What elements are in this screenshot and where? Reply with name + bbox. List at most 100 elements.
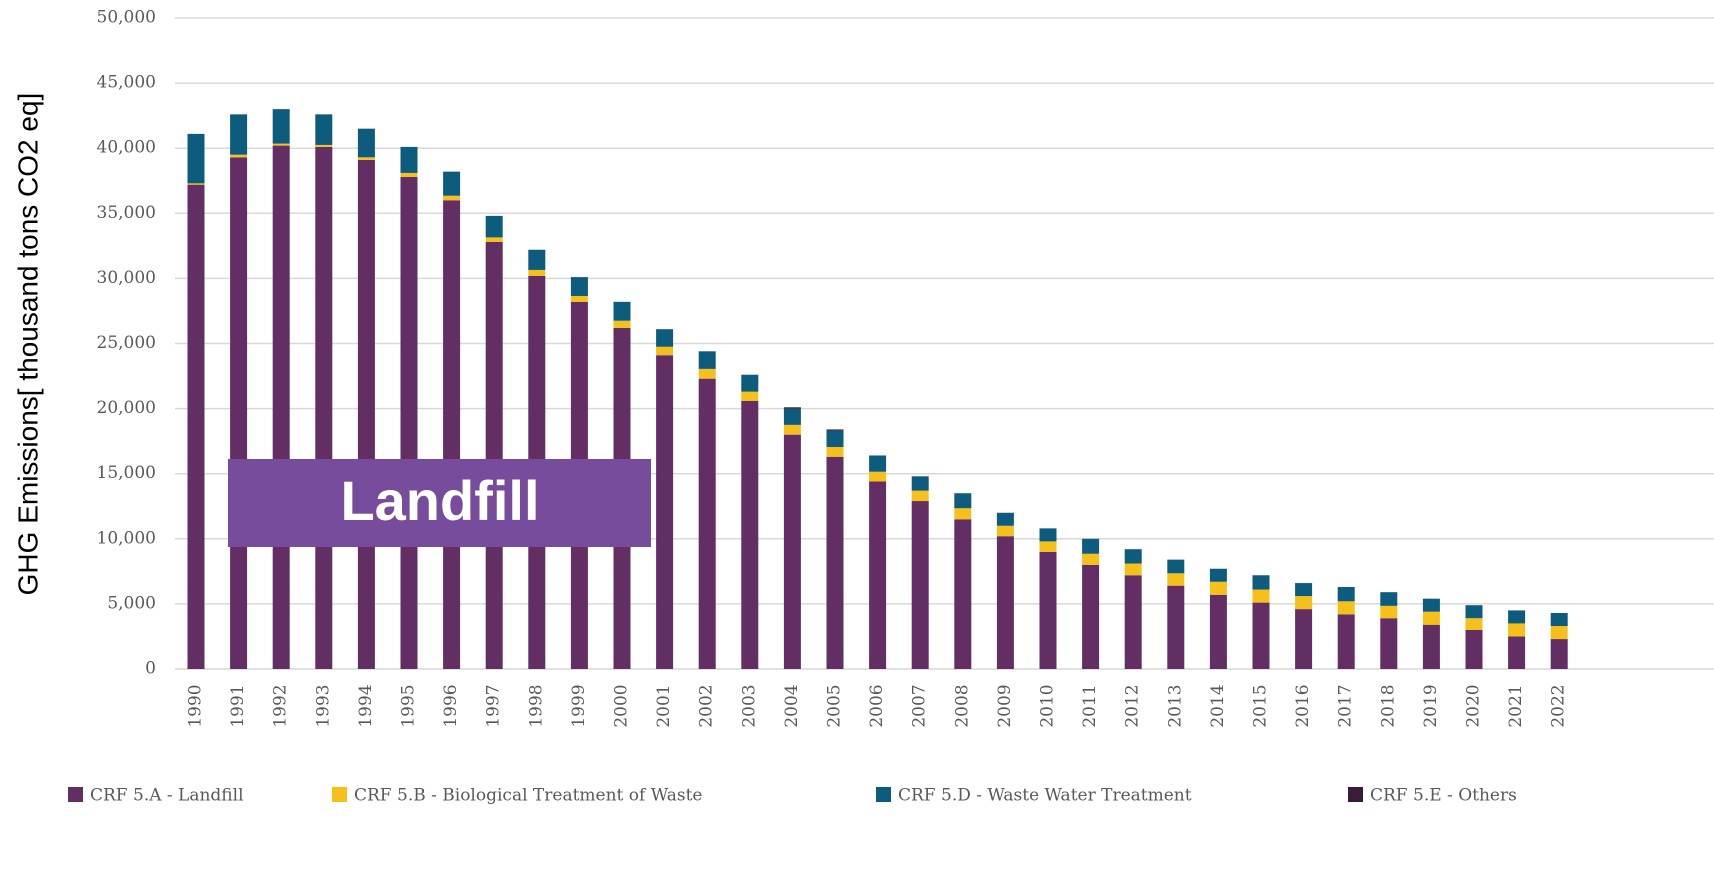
- x-tick-label: 2003: [739, 684, 759, 727]
- bar-segment: [613, 320, 631, 328]
- bar-segment: [954, 519, 972, 669]
- bar-segment: [783, 424, 801, 435]
- x-tick-label: 1999: [569, 684, 589, 727]
- bar-segment: [1124, 563, 1142, 576]
- bar-segment: [357, 128, 375, 158]
- x-tick-label: 1995: [399, 684, 419, 727]
- bar-segment: [826, 429, 844, 431]
- x-tick-label: 2009: [995, 684, 1015, 727]
- bar-segment: [1422, 611, 1440, 625]
- x-tick-label: 2015: [1251, 684, 1271, 727]
- bar-segment: [272, 109, 290, 144]
- x-tick-label: 2012: [1123, 684, 1143, 727]
- x-tick-label: 2019: [1421, 684, 1441, 727]
- bar-segment: [954, 493, 972, 509]
- y-tick-label: 0: [145, 659, 156, 679]
- bar-segment: [1337, 614, 1355, 669]
- bar-segment: [826, 430, 844, 448]
- bar-segment: [1550, 613, 1568, 627]
- x-tick-label: 2018: [1378, 684, 1398, 727]
- bar-segment: [315, 144, 333, 147]
- bar-segment: [996, 512, 1014, 526]
- x-tick-label: 2014: [1208, 684, 1228, 727]
- bar-segment: [869, 481, 887, 669]
- bar-segment: [1082, 564, 1100, 669]
- bar-segment: [315, 114, 333, 145]
- y-tick-label: 40,000: [97, 138, 156, 158]
- bar-segment: [230, 154, 248, 158]
- x-tick-label: 2020: [1464, 684, 1484, 727]
- bar-segment: [1465, 618, 1483, 630]
- y-tick-label: 30,000: [97, 268, 156, 288]
- bar-segment: [1550, 639, 1568, 669]
- bar-segment: [996, 536, 1014, 669]
- bar-segment: [1124, 549, 1142, 564]
- bar-segment: [570, 295, 588, 302]
- bar-segment: [911, 490, 929, 502]
- bar-segment: [400, 146, 418, 173]
- bar-segment: [485, 237, 503, 242]
- x-tick-label: 2022: [1549, 684, 1569, 727]
- bar-segment: [698, 351, 716, 369]
- bar-segment: [741, 391, 759, 401]
- x-tick-label: 2007: [910, 684, 930, 727]
- bar-segment: [783, 408, 801, 425]
- y-tick-label: 50,000: [97, 8, 156, 28]
- bar-segment: [272, 145, 290, 669]
- bar-segment: [1252, 575, 1270, 590]
- x-tick-label: 1992: [271, 684, 291, 727]
- bar-segment: [741, 400, 759, 669]
- bar-segment: [187, 133, 205, 184]
- bar-segment: [272, 143, 290, 146]
- x-tick-label: 2017: [1336, 684, 1356, 727]
- bar-segment: [783, 434, 801, 669]
- bar-segment: [826, 456, 844, 669]
- bar-segment: [357, 157, 375, 160]
- bar-segment: [1380, 605, 1398, 619]
- bar-segment: [1167, 573, 1185, 586]
- bar-segment: [1465, 629, 1483, 669]
- x-tick-label: 2006: [867, 684, 887, 727]
- y-tick-label: 25,000: [97, 333, 156, 353]
- x-tick-label: 1996: [441, 684, 461, 727]
- bar-segment: [911, 501, 929, 669]
- bar-segment: [443, 171, 461, 196]
- y-tick-label: 45,000: [97, 73, 156, 93]
- x-tick-label: 2016: [1293, 684, 1313, 727]
- bar-segment: [1422, 624, 1440, 669]
- x-tick-label: 1998: [526, 684, 546, 727]
- bar-segment: [1039, 551, 1057, 669]
- bar-segment: [187, 183, 205, 185]
- bar-segment: [656, 329, 674, 347]
- bar-segment: [485, 215, 503, 238]
- x-tick-label: 2005: [825, 684, 845, 727]
- bar-segment: [1252, 602, 1270, 669]
- bar-segment: [485, 241, 503, 669]
- x-tick-label: 1994: [356, 684, 376, 727]
- bar-segment: [1465, 605, 1483, 619]
- bar-segment: [1508, 623, 1526, 637]
- bar-segment: [741, 374, 759, 392]
- bar-segment: [1508, 636, 1526, 669]
- bar-segment: [1380, 592, 1398, 606]
- bar-segment: [230, 157, 248, 669]
- bar-segment: [1167, 559, 1185, 574]
- legend-label: CRF 5.B - Biological Treatment of Waste: [354, 786, 702, 806]
- bar-segment: [783, 407, 801, 409]
- x-tick-label: 1991: [228, 684, 248, 727]
- bar-segment: [528, 249, 546, 270]
- y-tick-label: 35,000: [97, 203, 156, 223]
- y-tick-label: 20,000: [97, 398, 156, 418]
- bar-segment: [1337, 601, 1355, 615]
- legend-swatch: [68, 787, 83, 802]
- bar-segment: [1295, 609, 1313, 669]
- y-tick-label: 10,000: [97, 528, 156, 548]
- bar-segment: [656, 346, 674, 356]
- annotation: Landfill: [340, 469, 539, 532]
- bar-segment: [996, 525, 1014, 537]
- bar-segment: [1295, 596, 1313, 610]
- bar-segment: [230, 114, 248, 155]
- y-axis-label: GHG Emissions[ thousand tons CO2 eq]: [12, 93, 43, 596]
- x-tick-label: 2008: [952, 684, 972, 727]
